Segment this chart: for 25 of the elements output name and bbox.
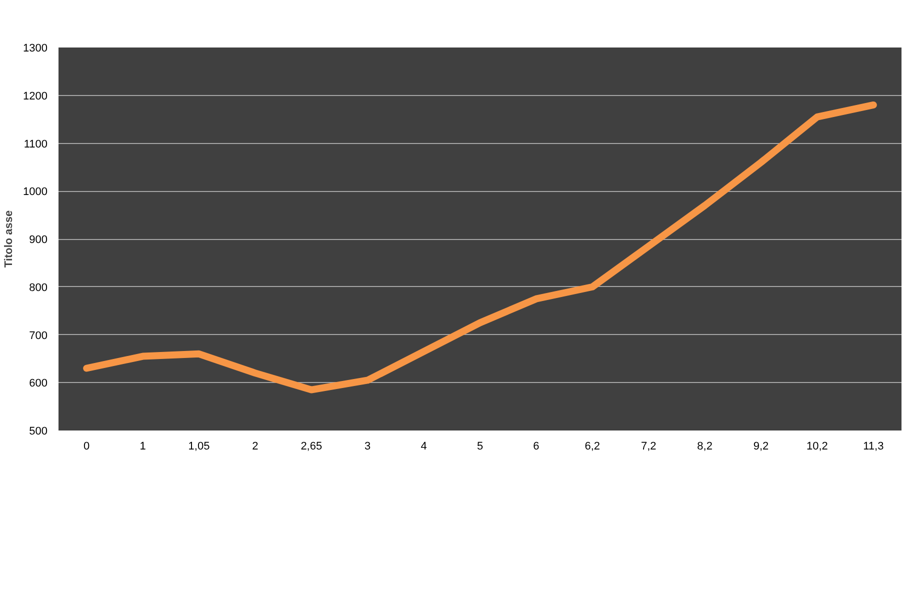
y-tick-label: 900 (29, 234, 48, 246)
x-tick-label: 1,05 (188, 440, 210, 452)
x-tick-label: 2,65 (300, 440, 322, 452)
x-tick-label: 10,2 (806, 440, 828, 452)
y-tick-label: 1000 (23, 186, 48, 198)
y-tick-label: 800 (29, 282, 48, 294)
y-tick-label: 1100 (24, 138, 48, 150)
y-tick-label: 1200 (23, 90, 48, 102)
x-tick-label: 6 (533, 440, 540, 452)
y-tick-label: 700 (29, 330, 48, 342)
x-tick-label: 1 (140, 440, 146, 452)
x-tick-label: 5 (476, 440, 484, 452)
x-tick-label: 2 (252, 440, 258, 452)
x-tick-label: 11,3 (863, 440, 884, 452)
x-tick-label: 3 (364, 440, 371, 452)
x-tick-label: 9,2 (753, 440, 769, 452)
x-tick-label: 6,2 (584, 440, 600, 452)
y-tick-label: 1300 (23, 42, 48, 54)
x-tick-label: 0 (84, 440, 90, 452)
y-axis-title: Titolo asse (3, 210, 16, 268)
y-tick-label: 600 (29, 378, 48, 390)
y-tick-label: 500 (29, 426, 48, 438)
x-tick-label: 7,2 (640, 440, 656, 452)
x-tick-label: 8,2 (697, 440, 712, 452)
x-tick-label: 4 (420, 440, 427, 452)
